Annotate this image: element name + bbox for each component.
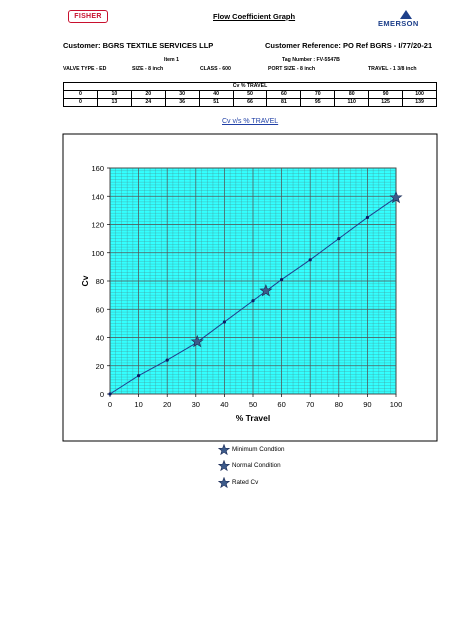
x-tick-label: 10 — [134, 400, 142, 409]
emerson-logo: EMERSON — [378, 10, 434, 28]
cv-row: 0 13 24 36 51 66 81 95 110 125 139 — [63, 98, 437, 107]
y-tick-label: 140 — [91, 192, 104, 201]
y-tick-label: 160 — [91, 164, 104, 173]
data-point — [365, 215, 369, 220]
chart-frame — [62, 133, 438, 442]
major-grid — [109, 167, 397, 395]
x-tick-label: 50 — [249, 400, 257, 409]
data-point — [108, 392, 112, 396]
valve-class: CLASS - 600 — [200, 66, 231, 72]
customer-name: Customer: BGRS TEXTILE SERVICES LLP — [63, 41, 214, 50]
star-icon — [218, 460, 230, 472]
y-axis-ticks: 0 20 40 60 80 100 120 140 160 — [91, 164, 110, 399]
valve-type: VALVE TYPE - ED — [63, 66, 107, 72]
x-tick-label: 70 — [306, 400, 314, 409]
data-point — [251, 299, 255, 303]
y-tick-label: 0 — [100, 390, 104, 399]
valve-size: SIZE - 8 inch — [132, 66, 164, 72]
condition-markers — [190, 190, 403, 348]
chart-title: Cv v/s % TRAVEL — [222, 118, 279, 125]
star-icon — [218, 477, 230, 489]
condition-star-marker — [259, 284, 273, 297]
data-point — [165, 358, 169, 362]
y-tick-label: 80 — [96, 277, 104, 286]
x-tick-label: 0 — [108, 400, 112, 409]
x-tick-label: 60 — [277, 400, 285, 409]
tag-number: Tag Number : FV-5547B — [282, 57, 340, 63]
y-tick-label: 40 — [96, 334, 104, 343]
item-label: Item 1 — [164, 57, 179, 63]
customer-reference: Customer Reference: PO Ref BGRS - I/77/2… — [265, 41, 433, 50]
x-tick-label: 100 — [390, 400, 403, 409]
port-size: PORT SIZE - 8 inch — [268, 66, 315, 72]
travel-length: TRAVEL - 1 3/8 inch — [368, 66, 417, 72]
x-axis-label: % Travel — [236, 413, 271, 423]
data-point — [137, 374, 141, 378]
x-tick-label: 20 — [163, 400, 171, 409]
y-axis-label: Cv — [80, 275, 90, 286]
cv-travel-table: Cv % TRAVEL 0 10 20 30 40 50 60 70 80 90… — [63, 82, 437, 107]
x-tick-label: 90 — [363, 400, 371, 409]
x-axis-ticks: 0 10 20 30 40 50 60 70 80 90 100 — [108, 394, 402, 409]
x-tick-label: 30 — [192, 400, 200, 409]
data-point — [222, 320, 226, 324]
y-tick-label: 100 — [91, 249, 104, 258]
emerson-mark-icon — [400, 10, 412, 19]
star-icon — [218, 444, 230, 456]
data-point — [308, 258, 312, 262]
table-cell: 139 — [402, 98, 437, 107]
data-point — [280, 277, 284, 282]
page-title: Flow Coefficient Graph — [213, 12, 296, 21]
table-cell: 0 — [63, 98, 98, 107]
y-tick-label: 20 — [96, 362, 104, 371]
data-point — [337, 237, 341, 241]
x-tick-label: 40 — [220, 400, 228, 409]
condition-star-marker — [389, 190, 403, 204]
y-tick-label: 120 — [91, 221, 104, 230]
x-tick-label: 80 — [335, 400, 343, 409]
condition-star-marker — [190, 334, 204, 348]
y-tick-label: 60 — [96, 305, 104, 314]
fisher-logo: FISHER — [68, 10, 108, 23]
